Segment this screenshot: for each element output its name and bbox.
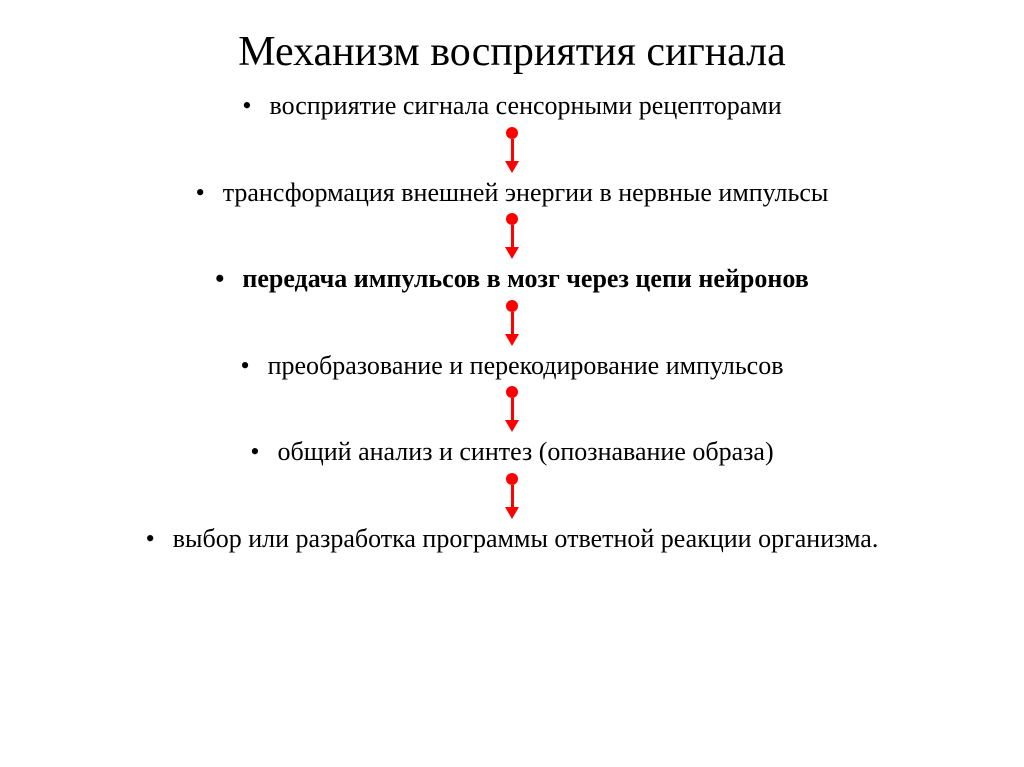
flow-step: • восприятие сигнала сенсорными рецептор… — [242, 90, 781, 123]
arrow-head — [505, 247, 519, 259]
step-text: передача импульсов в мозг через цепи ней… — [242, 263, 808, 296]
arrow-dot — [506, 127, 518, 139]
arrow-head — [505, 161, 519, 173]
down-arrow-icon — [505, 386, 519, 432]
arrow-dot — [506, 300, 518, 312]
step-text: общий анализ и синтез (опознавание образ… — [278, 436, 774, 469]
flow-step: • общий анализ и синтез (опознавание обр… — [250, 436, 773, 469]
bullet-icon: • — [215, 263, 224, 296]
arrow-line — [511, 139, 514, 161]
step-text: преобразование и перекодирование импульс… — [268, 350, 784, 383]
flow-step: • трансформация внешней энергии в нервны… — [196, 177, 829, 210]
down-arrow-icon — [505, 213, 519, 259]
down-arrow-icon — [505, 300, 519, 346]
bullet-icon: • — [240, 350, 249, 383]
bullet-icon: • — [250, 436, 259, 469]
slide: Механизм восприятия сигнала • восприятие… — [0, 0, 1024, 767]
arrow-dot — [506, 473, 518, 485]
down-arrow-icon — [505, 473, 519, 519]
down-arrow-icon — [505, 127, 519, 173]
bullet-icon: • — [242, 90, 251, 123]
arrow-line — [511, 225, 514, 247]
step-text: восприятие сигнала сенсорными рецепторам… — [269, 90, 781, 123]
slide-title: Механизм восприятия сигнала — [0, 28, 1024, 76]
arrow-head — [505, 334, 519, 346]
arrow-line — [511, 485, 514, 507]
flow-step: • преобразование и перекодирование импул… — [240, 350, 783, 383]
arrow-dot — [506, 213, 518, 225]
flow-step: • передача импульсов в мозг через цепи н… — [215, 263, 809, 296]
arrow-line — [511, 312, 514, 334]
arrow-line — [511, 398, 514, 420]
step-text: трансформация внешней энергии в нервные … — [223, 177, 829, 210]
bullet-icon: • — [146, 523, 155, 556]
bullet-icon: • — [196, 177, 205, 210]
arrow-dot — [506, 386, 518, 398]
step-text: выбор или разработка программы ответной … — [173, 523, 879, 556]
flow-step: • выбор или разработка программы ответно… — [146, 523, 879, 556]
flow-steps: • восприятие сигнала сенсорными рецептор… — [0, 90, 1024, 555]
arrow-head — [505, 507, 519, 519]
arrow-head — [505, 420, 519, 432]
